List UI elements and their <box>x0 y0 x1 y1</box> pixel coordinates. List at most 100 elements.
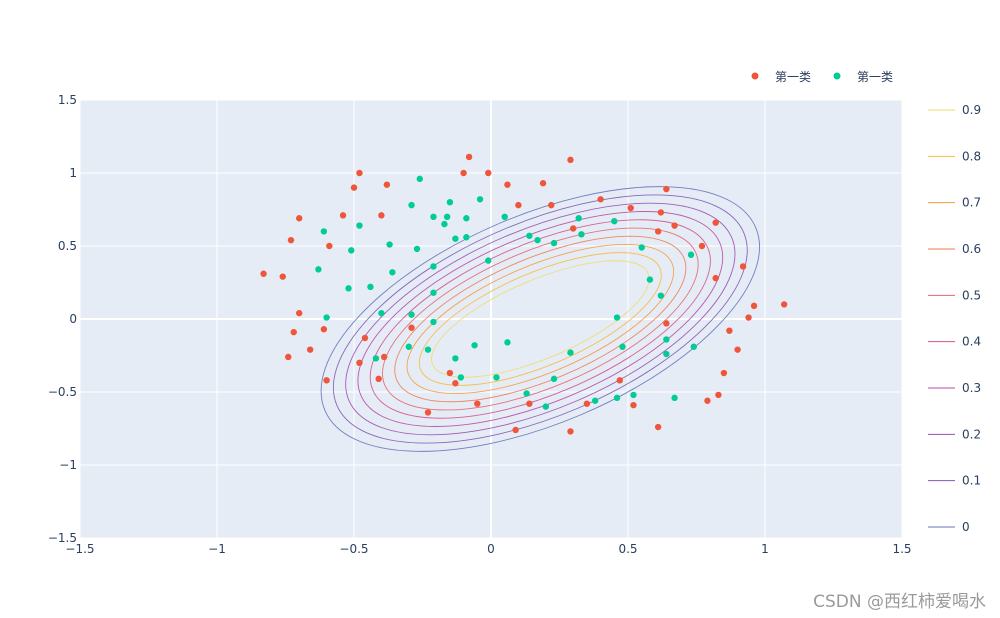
y-tick-label: 1.5 <box>58 93 77 107</box>
colorbar-label: 0.2 <box>962 427 981 441</box>
series-1-point <box>780 301 788 308</box>
series-1-point <box>567 156 574 164</box>
series-2-point <box>613 394 621 402</box>
series-2-point <box>493 374 500 381</box>
series-1-point <box>739 263 747 270</box>
contour-line-0-3 <box>357 211 724 427</box>
series-2-point <box>320 228 328 235</box>
series-1-point <box>504 181 511 188</box>
series-1-point <box>539 180 547 187</box>
series-2-point <box>386 241 393 248</box>
series-2-point <box>315 266 322 273</box>
series-2-point <box>630 391 637 399</box>
series-1-point <box>745 314 752 321</box>
colorbar-label: 0 <box>962 520 970 534</box>
series-2-point <box>367 283 374 291</box>
series-1-point <box>446 369 454 377</box>
contour-colorbar: 0 0.1 0.2 0.3 0.4 0.5 0.6 0.7 0.8 0.9 <box>928 103 981 534</box>
series-2-point <box>430 213 437 220</box>
y-axis-tick-labels: −1.5 −1 −0.5 0 0.5 1 1.5 <box>48 93 77 545</box>
series-2-point <box>550 375 558 383</box>
series-1-point <box>383 181 391 188</box>
series-1-point <box>452 380 459 387</box>
series-2-point <box>690 343 697 350</box>
watermark: CSDN @西红柿爱喝水 <box>813 592 986 612</box>
series-1-point <box>712 219 719 226</box>
series-1-point <box>474 400 481 407</box>
colorbar-label: 0.5 <box>962 288 981 302</box>
colorbar-label: 0.1 <box>962 474 981 488</box>
series-2-point <box>663 336 670 343</box>
contour-line-0-1 <box>332 194 748 444</box>
series-2-point <box>591 397 599 404</box>
series-1-point <box>296 309 303 317</box>
y-tick-label: −0.5 <box>48 385 77 399</box>
contour-line-0 <box>320 186 760 452</box>
y-tick-label: −1 <box>59 458 77 472</box>
series-2-point <box>501 213 508 220</box>
series-1-point <box>326 242 333 250</box>
contour-lines <box>320 186 760 452</box>
x-tick-label: 1.5 <box>892 542 911 556</box>
colorbar-label: 0.7 <box>962 196 981 210</box>
series-2-point <box>446 199 454 206</box>
y-tick-label: −1.5 <box>48 531 77 545</box>
series-2-point <box>405 343 412 350</box>
x-axis-tick-labels: −1.5 −1 −0.5 0 0.5 1 1.5 <box>65 542 911 556</box>
series-1-point <box>323 377 330 384</box>
series-1-point <box>279 273 286 280</box>
y-tick-label: 0.5 <box>58 239 77 253</box>
legend[interactable]: 第一类 第一类 <box>751 70 894 84</box>
colorbar-label: 0.4 <box>962 335 981 349</box>
colorbar-label: 0.6 <box>962 242 981 256</box>
legend-item-series-2[interactable]: 第一类 <box>833 70 894 84</box>
series-2-point <box>671 394 678 402</box>
series-1-point <box>408 324 415 331</box>
x-tick-label: −0.5 <box>339 542 368 556</box>
series-2-point <box>534 236 541 244</box>
series-2-point <box>378 309 385 317</box>
contour-line-0-5 <box>382 227 699 411</box>
scatter-points <box>260 153 788 435</box>
series-1-point <box>671 222 678 229</box>
series-1-point <box>320 326 328 333</box>
series-1-point <box>720 369 728 377</box>
series-1-point <box>663 320 670 327</box>
series-2-point <box>550 239 558 247</box>
colorbar-label: 0.3 <box>962 381 981 395</box>
series-2-point <box>526 232 533 239</box>
contour-line-0-4 <box>369 219 711 419</box>
x-tick-label: −1 <box>208 542 226 556</box>
series-2-point <box>443 213 451 220</box>
series-1-point <box>548 201 555 209</box>
series-2-point <box>430 318 437 326</box>
series-1-point <box>734 346 741 353</box>
series-1-point <box>654 423 662 431</box>
legend-marker <box>751 72 759 80</box>
contour-line-0-2 <box>345 202 736 436</box>
series-1-point <box>750 302 758 310</box>
series-2-point <box>578 231 585 238</box>
series-2-point <box>356 222 363 229</box>
series-1-point <box>350 184 358 191</box>
series-1-point <box>597 196 604 203</box>
legend-item-series-1[interactable]: 第一类 <box>751 70 812 84</box>
series-1-point <box>515 201 522 209</box>
series-1-point <box>356 169 363 177</box>
series-1-point <box>726 327 733 334</box>
series-1-point <box>630 401 637 409</box>
series-1-point <box>378 212 385 219</box>
series-2-point <box>345 285 352 292</box>
series-1-point <box>290 328 297 336</box>
x-tick-label: 0 <box>487 542 495 556</box>
legend-marker <box>833 72 841 80</box>
colorbar-label: 0.9 <box>962 103 981 117</box>
series-2-point <box>452 235 459 242</box>
x-tick-label: 1 <box>761 542 769 556</box>
series-2-point <box>408 201 415 209</box>
legend-label: 第一类 <box>857 70 893 84</box>
series-2-point <box>613 314 621 321</box>
series-2-point <box>389 269 396 276</box>
series-1-point <box>512 426 519 434</box>
